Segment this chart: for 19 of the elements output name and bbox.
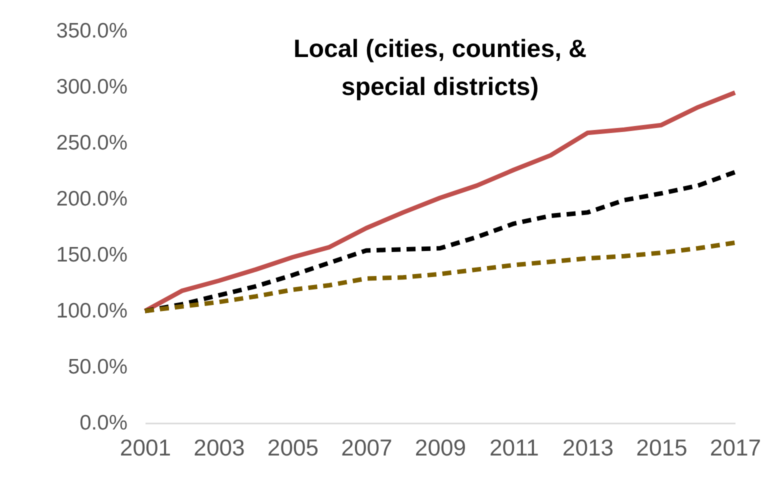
text: Local (cities, counties, & special districts) (293, 35, 587, 101)
y-tick-label: 50.0% (68, 356, 128, 378)
x-tick-label: 2001 (120, 434, 172, 460)
x-tick-label: 2003 (194, 434, 245, 460)
y-tick-label: 0.0% (80, 412, 128, 434)
x-tick-label: 2013 (562, 434, 614, 460)
y-tick-label: 300.0% (56, 76, 128, 98)
y-tick-label: 200.0% (56, 188, 128, 210)
x-tick-label: 2017 (710, 434, 762, 460)
x-tick-label: 2009 (414, 434, 466, 460)
line-series (142, 240, 738, 314)
x-tick-label: 2011 (490, 434, 539, 460)
y-tick-label: 100.0% (56, 300, 128, 322)
x-tick-label: 2005 (267, 434, 319, 460)
y-tick-label: 350.0% (56, 20, 128, 42)
y-tick-label: 150.0% (56, 244, 128, 266)
y-tick-label: 250.0% (56, 132, 128, 154)
x-tick-label: 2015 (636, 434, 688, 460)
x-tick-label: 2007 (341, 434, 392, 460)
